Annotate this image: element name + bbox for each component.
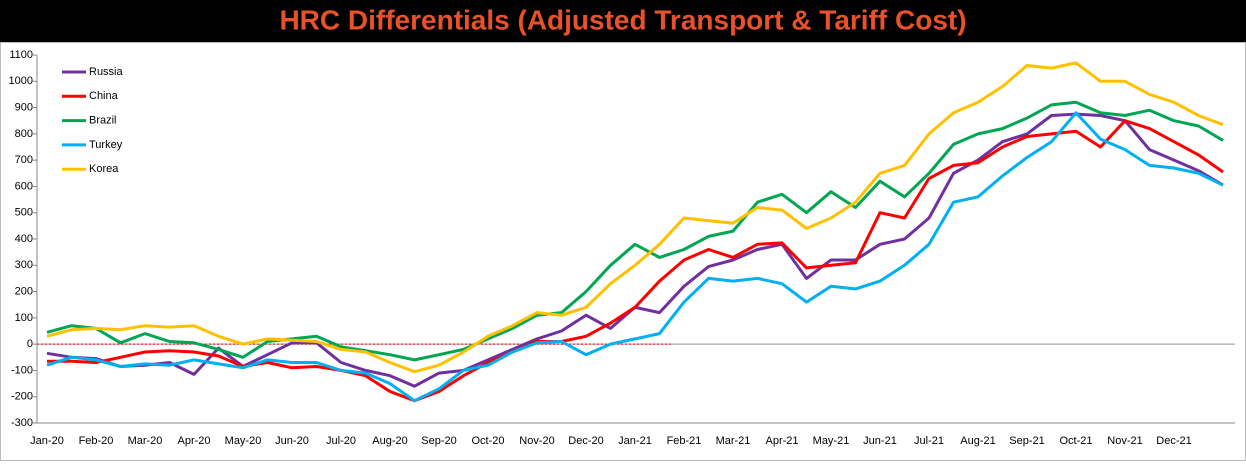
x-tick-label: May-21 — [813, 435, 850, 447]
series-line — [46, 61, 1224, 374]
y-tick-label: 100 — [15, 312, 33, 324]
x-tick-label: Jun-21 — [863, 435, 897, 447]
x-tick-label: Jun-20 — [275, 435, 309, 447]
y-tick-label: 600 — [15, 180, 33, 192]
x-tick-label: Feb-20 — [79, 435, 114, 447]
x-tick-label: Dec-20 — [568, 435, 603, 447]
x-tick-label: Dec-21 — [1156, 435, 1191, 447]
y-tick-label: -300 — [11, 417, 33, 429]
x-tick-label: Feb-21 — [667, 435, 702, 447]
x-tick-label: Oct-21 — [1059, 435, 1092, 447]
y-tick-label: 900 — [15, 101, 33, 113]
legend-label: Turkey — [89, 139, 123, 151]
x-tick-label: Oct-20 — [471, 435, 504, 447]
x-tick-label: Jan-21 — [618, 435, 652, 447]
y-tick-label: 700 — [15, 154, 33, 166]
x-tick-label: Apr-20 — [177, 435, 210, 447]
x-tick-label: Nov-21 — [1107, 435, 1142, 447]
y-tick-label: 1000 — [9, 75, 33, 87]
x-tick-label: Aug-21 — [960, 435, 995, 447]
x-tick-label: Mar-21 — [716, 435, 751, 447]
legend-label: Korea — [89, 163, 119, 175]
x-tick-label: Apr-21 — [765, 435, 798, 447]
x-tick-label: Nov-20 — [519, 435, 554, 447]
x-tick-label: Jan-20 — [30, 435, 64, 447]
y-tick-label: 0 — [27, 338, 33, 350]
x-tick-label: Aug-20 — [372, 435, 407, 447]
x-tick-label: Jul-21 — [914, 435, 944, 447]
y-tick-label: -100 — [11, 364, 33, 376]
series-line — [46, 100, 1224, 362]
y-tick-label: 1100 — [9, 49, 33, 61]
y-tick-label: 500 — [15, 207, 33, 219]
title-bar — [0, 0, 1246, 42]
y-tick-label: 800 — [15, 128, 33, 140]
y-tick-label: 200 — [15, 285, 33, 297]
series-line — [46, 111, 1224, 403]
x-tick-label: May-20 — [225, 435, 262, 447]
y-tick-label: -200 — [11, 391, 33, 403]
x-tick-label: Jul-20 — [326, 435, 356, 447]
y-tick-label: 400 — [15, 233, 33, 245]
x-tick-label: Sep-21 — [1009, 435, 1044, 447]
chart-title: HRC Differentials (Adjusted Transport & … — [279, 4, 966, 35]
legend-label: Russia — [89, 66, 124, 78]
legend-label: Brazil — [89, 115, 117, 127]
x-tick-label: Sep-20 — [421, 435, 456, 447]
legend-label: China — [89, 90, 119, 102]
y-tick-label: 300 — [15, 259, 33, 271]
x-tick-label: Mar-20 — [128, 435, 163, 447]
